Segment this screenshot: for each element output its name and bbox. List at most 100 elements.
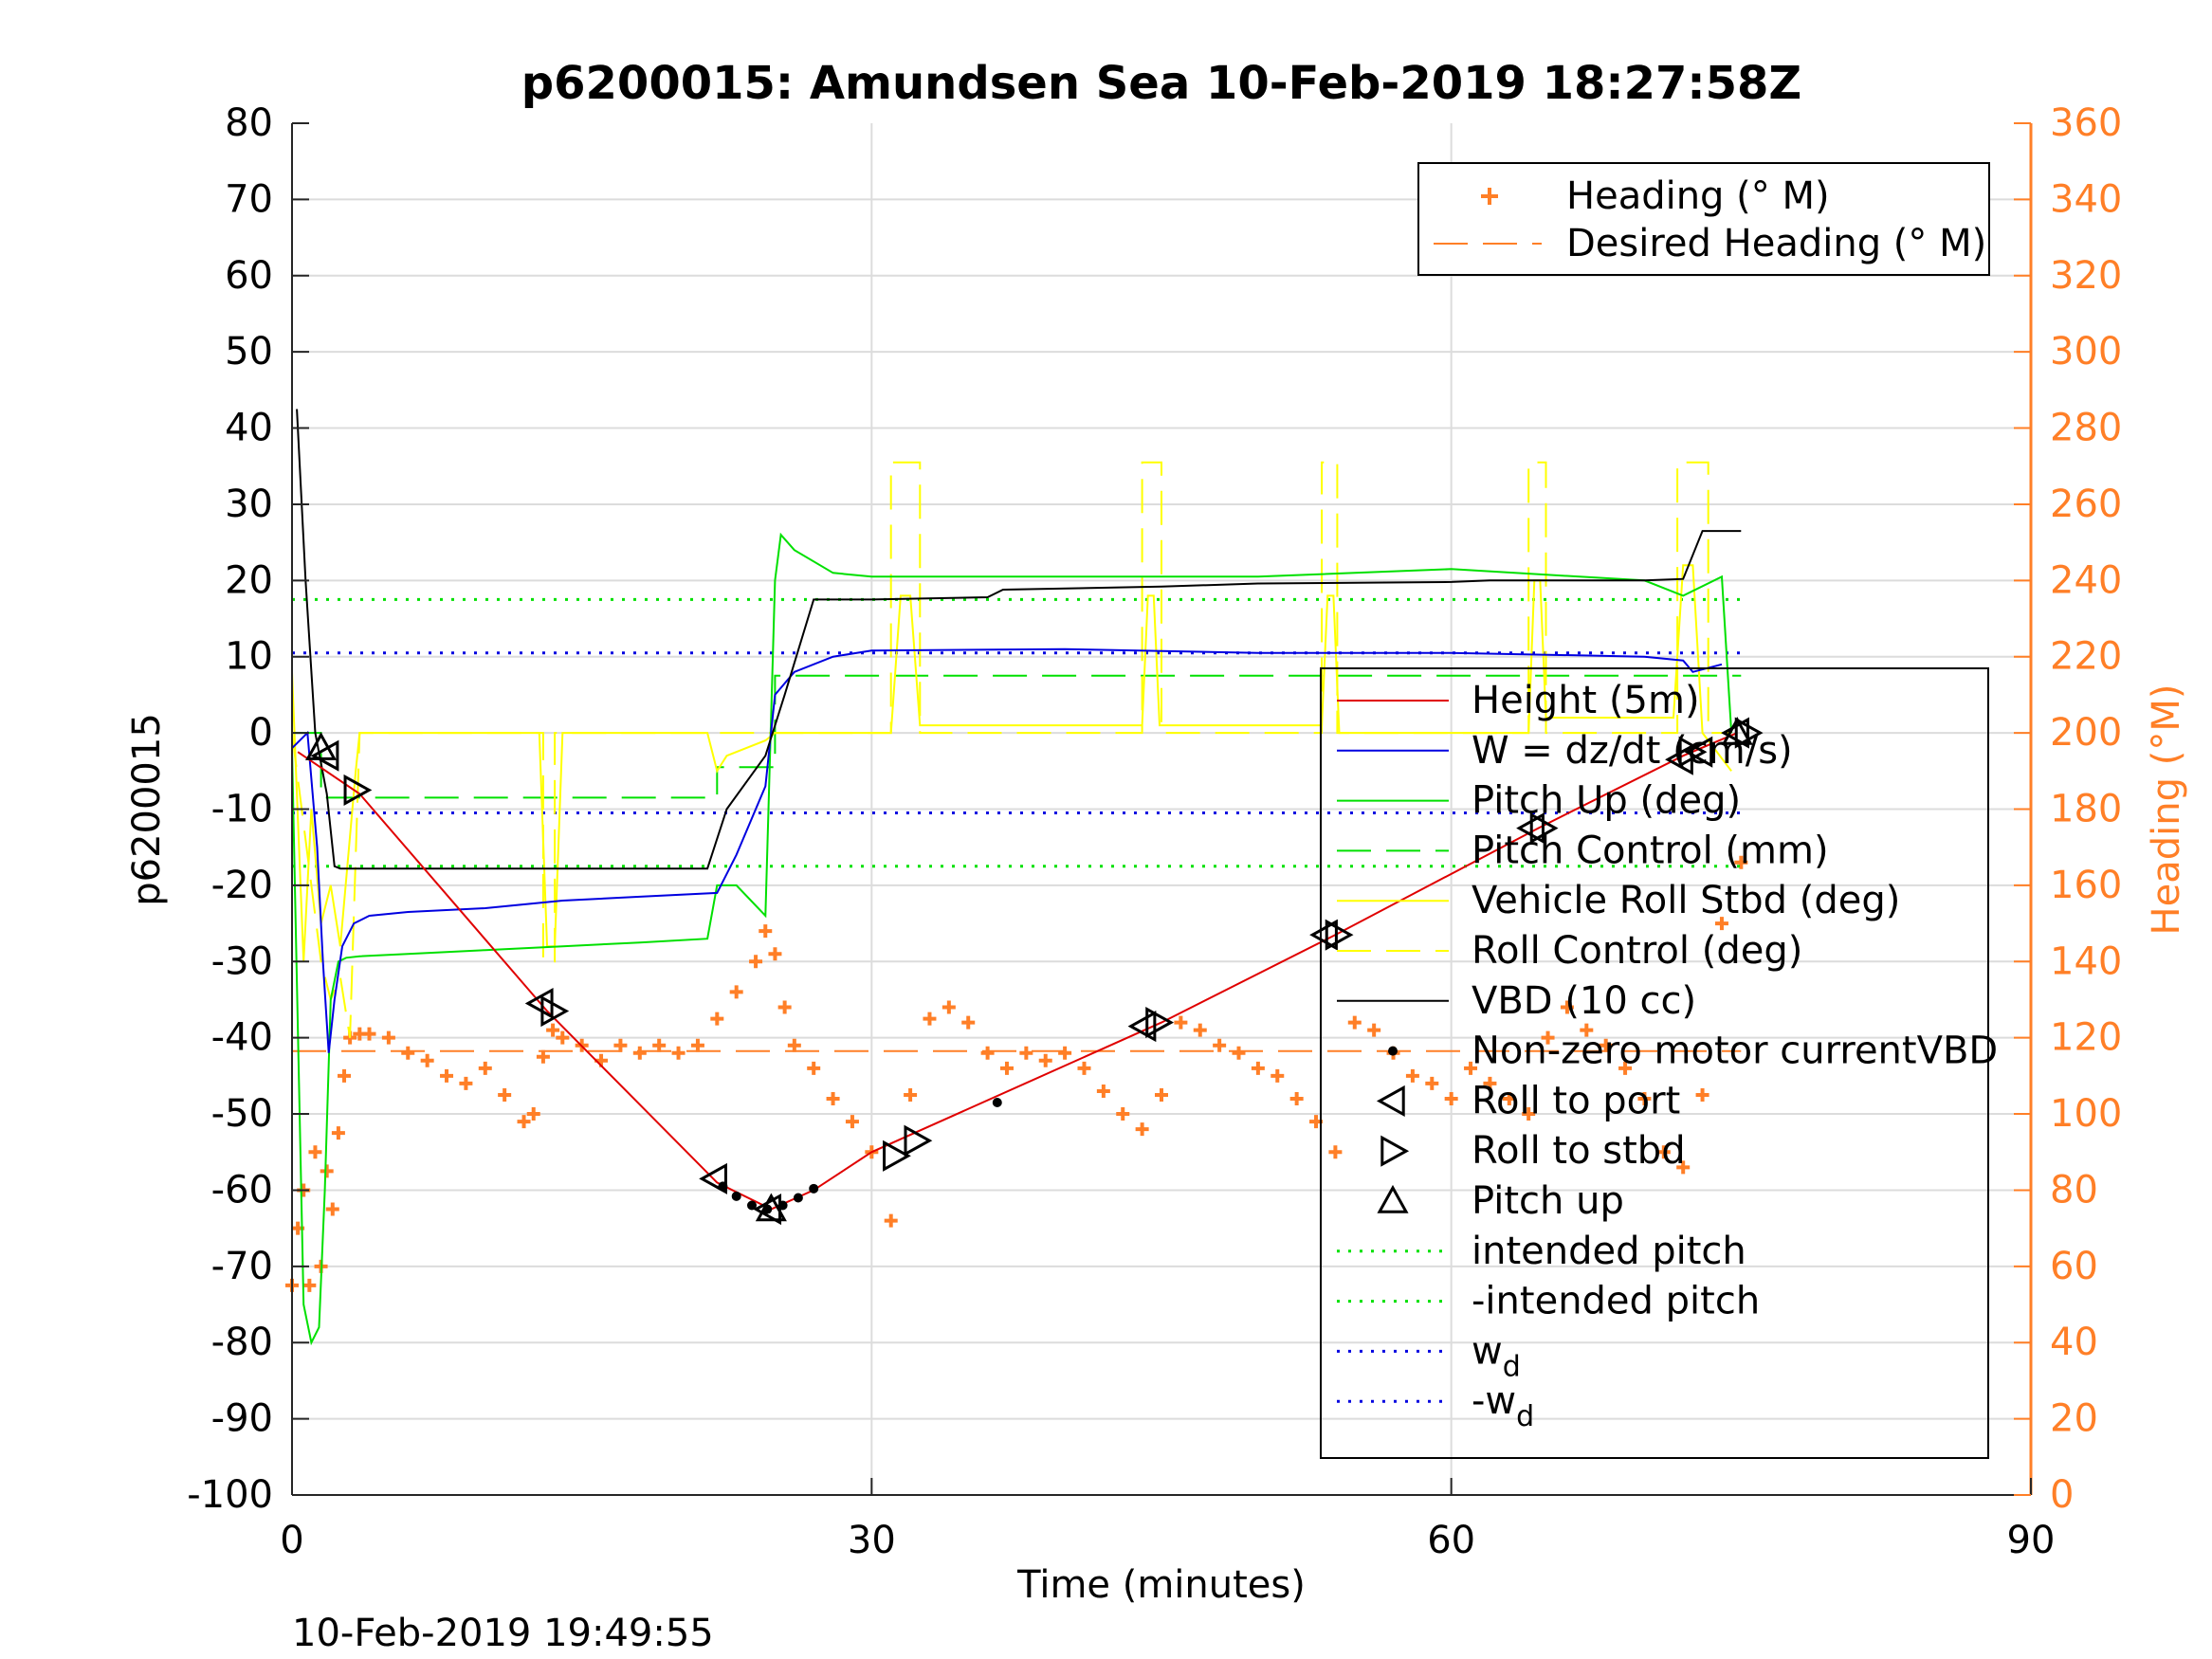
y-tick-label: -70 <box>211 1245 273 1288</box>
heading-point <box>845 1115 859 1129</box>
legend-top-box <box>1417 162 1990 276</box>
y-tick-label: 60 <box>225 254 273 298</box>
y-axis-label: p6200015 <box>125 713 169 906</box>
y-tick-label: 70 <box>225 177 273 221</box>
legend-main-label: Roll Control (deg) <box>1472 929 1802 973</box>
heading-point <box>420 1053 434 1067</box>
heading-point <box>1019 1046 1033 1060</box>
heading-point <box>632 1046 647 1060</box>
y2-tick-label: 200 <box>2050 711 2122 755</box>
y2-tick-label: 320 <box>2050 254 2122 298</box>
y-tick-label: -40 <box>211 1016 273 1060</box>
triangle-up-marker <box>755 1193 787 1222</box>
series-layer <box>285 409 1764 1346</box>
heading-point <box>1714 917 1728 931</box>
triangle-up-marker <box>305 732 338 760</box>
y-tick-label: 10 <box>225 635 273 679</box>
heading-point <box>478 1061 492 1075</box>
legend-top-label: Heading (° M) <box>1566 174 1830 218</box>
motor-current-point <box>746 1200 757 1211</box>
legend-main-label: Height (5m) <box>1472 679 1700 722</box>
motor-current-point <box>731 1191 741 1201</box>
heading-point <box>1425 1076 1439 1090</box>
heading-point <box>904 1087 918 1102</box>
legend-heading-swatch <box>1481 188 1498 205</box>
heading-point <box>526 1107 540 1121</box>
series-heading-m <box>285 855 1748 1292</box>
legend-main-label: VBD (10 cc) <box>1472 979 1696 1023</box>
heading-point <box>1656 1145 1671 1159</box>
heading-point <box>1483 1076 1497 1090</box>
heading-point <box>923 1012 937 1026</box>
heading-point <box>768 947 782 961</box>
heading-point <box>302 1278 317 1292</box>
heading-point <box>320 1164 334 1178</box>
heading-point <box>1096 1084 1110 1098</box>
legend-main-label: intended pitch <box>1472 1230 1746 1273</box>
heading-point <box>546 1023 560 1037</box>
heading-point <box>999 1061 1014 1075</box>
triangle-left-marker <box>310 739 339 772</box>
series-non-zero-motor-currentvbd <box>718 1097 1002 1214</box>
y-tick-label: 30 <box>225 483 273 526</box>
triangle-left-marker <box>1684 736 1713 768</box>
y2-tick-label: 60 <box>2050 1245 2098 1288</box>
heading-point <box>1502 1091 1516 1105</box>
heading-point <box>1328 1145 1343 1159</box>
triangle-left-marker <box>1127 1011 1157 1043</box>
motor-current-point <box>793 1193 803 1203</box>
heading-point <box>1271 1068 1285 1083</box>
heading-point <box>1155 1087 1168 1102</box>
y-tick-label: 0 <box>249 711 273 755</box>
y-tick-label: 50 <box>225 330 273 374</box>
heading-point <box>1058 1046 1072 1060</box>
triangle-left-marker <box>1309 919 1338 951</box>
triangle-right-marker <box>904 1124 933 1157</box>
x-tick-label: 90 <box>2007 1519 2056 1562</box>
y-tick-label: -60 <box>211 1168 273 1212</box>
legend-main: Height (5m) W = dz/dt (cm/s) Pitch Up (deg… <box>1320 667 1998 1459</box>
heading-point <box>787 1038 801 1052</box>
y2-tick-label: 260 <box>2050 483 2122 526</box>
heading-point <box>1734 855 1748 869</box>
legend-main-label: -wd <box>1472 1379 1534 1433</box>
heading-point <box>759 924 773 939</box>
series-line <box>291 647 1723 1053</box>
heading-point <box>1522 1107 1536 1121</box>
heading-point <box>613 1038 628 1052</box>
series-line <box>297 732 1738 1211</box>
heading-point <box>1135 1122 1149 1137</box>
legend-swatch <box>1388 1046 1398 1056</box>
y2-tick-label: 80 <box>2050 1168 2098 1212</box>
y2-tick-label: 120 <box>2050 1016 2122 1060</box>
heading-point <box>1116 1107 1130 1121</box>
heading-point <box>381 1030 395 1045</box>
y2-tick-label: 40 <box>2050 1321 2098 1364</box>
heading-point <box>749 955 763 969</box>
triangle-left-marker <box>699 1162 727 1194</box>
heading-point <box>1038 1053 1052 1067</box>
heading-point <box>1405 1068 1419 1083</box>
y-tick-label: -20 <box>211 864 273 907</box>
x-tick-label: 30 <box>848 1519 896 1562</box>
series-line <box>296 409 1742 870</box>
heading-point <box>652 1038 667 1052</box>
grid <box>292 123 2031 1495</box>
heading-point <box>401 1046 415 1060</box>
legend-main-label: Roll to stbd <box>1472 1129 1686 1173</box>
legend-main-label: wd <box>1472 1329 1521 1383</box>
heading-point <box>1637 1091 1652 1105</box>
triangle-right-marker <box>343 774 373 806</box>
y2-tick-label: 360 <box>2050 101 2122 145</box>
legend-main-box <box>1320 667 1989 1459</box>
heading-point <box>884 1213 898 1228</box>
heading-point <box>826 1091 840 1105</box>
x-tick-label: 60 <box>1427 1519 1475 1562</box>
heading-point <box>325 1202 339 1216</box>
legend-main-label: W = dz/dt (cm/s) <box>1472 729 1793 773</box>
triangle-right-marker <box>1529 812 1559 845</box>
x-tick-label: 0 <box>280 1519 303 1562</box>
y2-tick-label: 20 <box>2050 1397 2098 1441</box>
y-tick-label: -30 <box>211 939 273 983</box>
